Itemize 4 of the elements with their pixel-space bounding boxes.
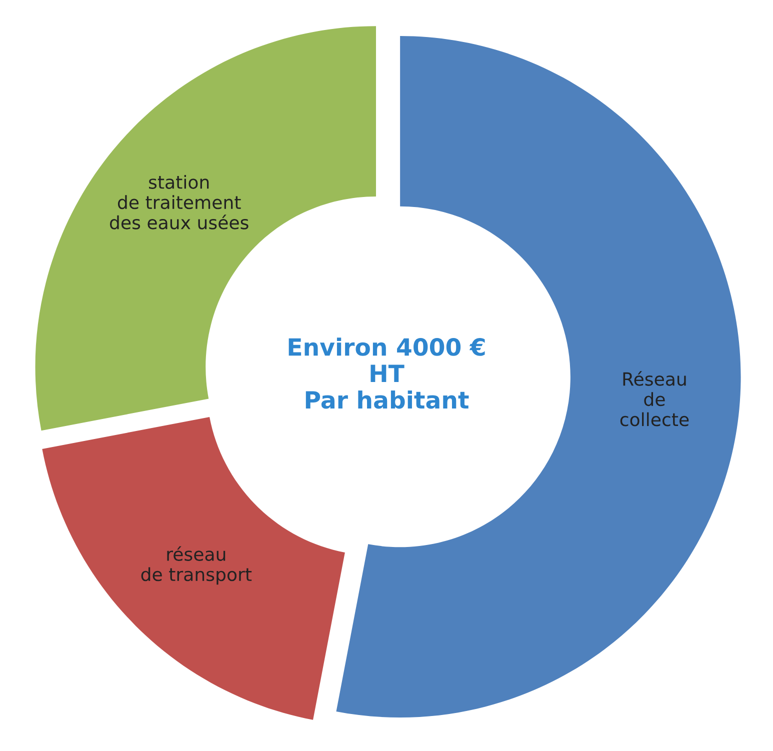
slice-label: Réseau de collecte: [620, 371, 689, 426]
text: Environ 4000 € HT Par habitant: [288, 338, 485, 409]
slice-label: station de traitement des eaux usées: [110, 174, 248, 230]
slice-label: réseau de transport: [141, 546, 252, 585]
